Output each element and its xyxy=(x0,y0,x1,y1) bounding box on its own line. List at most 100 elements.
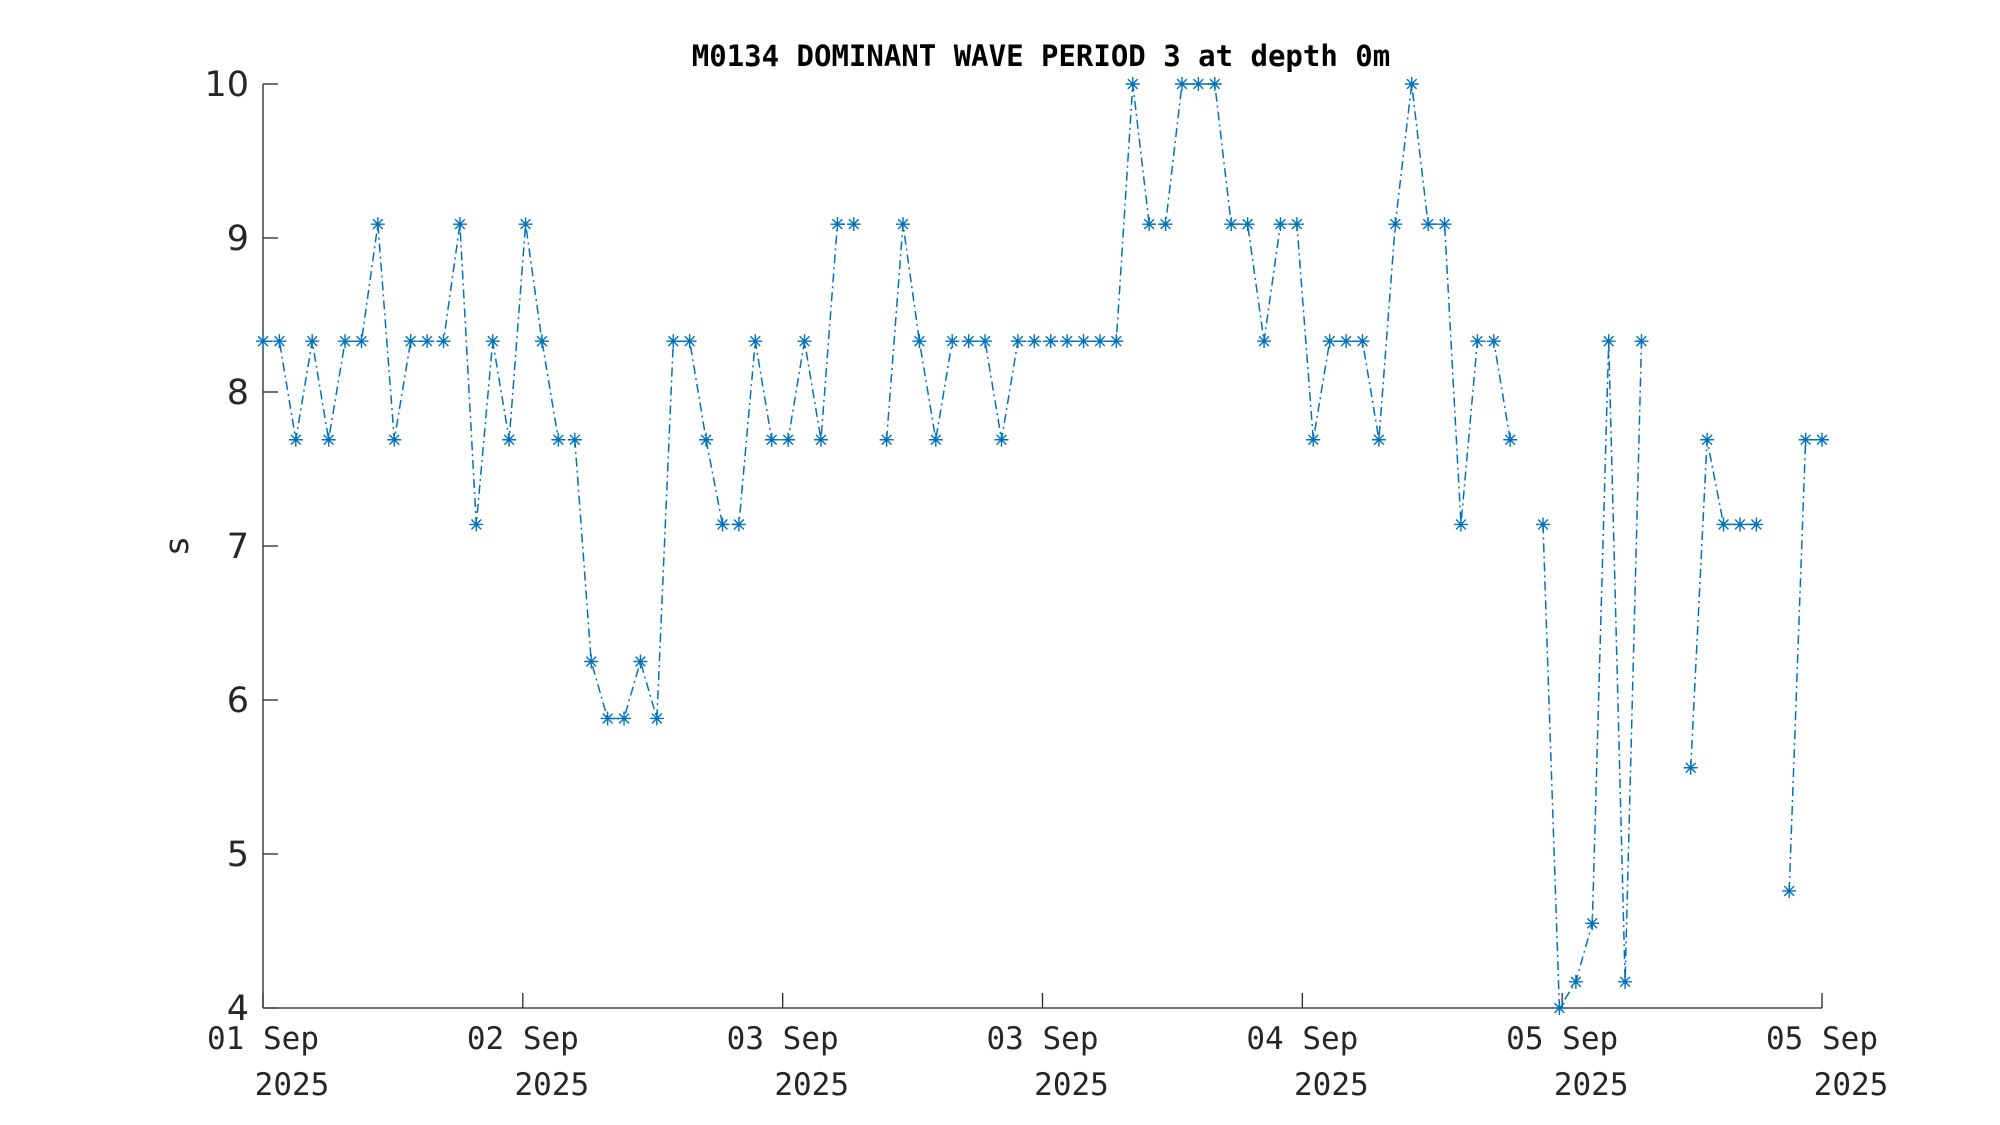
data-point xyxy=(617,711,632,726)
data-point xyxy=(1453,517,1468,532)
data-series xyxy=(256,77,1829,1015)
data-point xyxy=(518,217,533,232)
y-tick-label: 9 xyxy=(227,219,249,259)
data-point xyxy=(666,334,681,349)
x-tick-label-year: 2025 xyxy=(515,1067,590,1103)
data-point xyxy=(256,334,270,349)
data-point xyxy=(551,432,566,447)
data-point xyxy=(1207,77,1222,91)
data-point xyxy=(649,711,664,726)
data-point xyxy=(1618,974,1633,989)
data-point xyxy=(1421,217,1436,232)
y-tick-label: 5 xyxy=(227,835,249,875)
data-point xyxy=(485,334,500,349)
data-point xyxy=(1224,217,1239,232)
data-point xyxy=(1043,334,1058,349)
data-point xyxy=(1749,517,1764,532)
x-tick-label-day: 05 Sep xyxy=(1506,1021,1618,1057)
y-tick-label: 10 xyxy=(204,65,249,105)
data-point xyxy=(1536,517,1551,532)
data-point xyxy=(1273,217,1288,232)
data-point xyxy=(584,654,599,669)
data-point xyxy=(1437,217,1452,232)
data-point xyxy=(1552,1001,1567,1015)
data-point xyxy=(338,334,353,349)
data-point xyxy=(1798,432,1813,447)
data-point xyxy=(1470,334,1485,349)
data-point xyxy=(436,334,451,349)
data-point xyxy=(1076,334,1091,349)
data-point xyxy=(699,432,714,447)
data-point xyxy=(1700,432,1715,447)
data-point xyxy=(272,334,287,349)
data-point xyxy=(387,432,402,447)
data-point xyxy=(1125,77,1140,91)
data-point xyxy=(879,432,894,447)
y-tick-label: 7 xyxy=(227,527,249,567)
data-point xyxy=(1601,334,1616,349)
data-point xyxy=(1404,77,1419,91)
data-point xyxy=(1339,334,1354,349)
data-point xyxy=(469,517,484,532)
data-point xyxy=(1109,334,1124,349)
data-point xyxy=(1716,517,1731,532)
series-line xyxy=(263,83,1822,1011)
data-point xyxy=(1815,432,1829,447)
x-tick-label-year: 2025 xyxy=(255,1067,330,1103)
data-point xyxy=(1322,334,1337,349)
data-point xyxy=(1486,334,1501,349)
data-point xyxy=(1732,517,1747,532)
data-point xyxy=(1142,217,1157,232)
data-point xyxy=(682,334,697,349)
plot-axes xyxy=(262,84,1822,1009)
axis-ticks: 4 5 6 7 8 9 10 01 Sep 2025 02 Sep 2025 03 Sep 2025 03… xyxy=(204,65,1888,1103)
y-axis-label: s xyxy=(157,537,196,554)
data-point xyxy=(1585,916,1600,931)
data-point xyxy=(978,334,993,349)
data-point xyxy=(370,217,385,232)
data-point xyxy=(600,711,615,726)
data-point xyxy=(1306,432,1321,447)
x-tick-label-year: 2025 xyxy=(1034,1067,1109,1103)
data-point xyxy=(912,334,927,349)
data-point xyxy=(354,334,369,349)
data-point xyxy=(1503,432,1518,447)
data-point xyxy=(928,432,943,447)
data-point xyxy=(781,432,796,447)
data-point xyxy=(452,217,467,232)
x-tick-label-day: 03 Sep xyxy=(727,1021,839,1057)
y-tick-label: 6 xyxy=(227,681,249,721)
data-point xyxy=(1634,334,1649,349)
data-point xyxy=(534,334,549,349)
data-point xyxy=(797,334,812,349)
data-point xyxy=(305,334,320,349)
x-tick-label-day: 03 Sep xyxy=(987,1021,1099,1057)
x-tick-label-year: 2025 xyxy=(1294,1067,1369,1103)
data-point xyxy=(961,334,976,349)
data-point xyxy=(288,432,303,447)
data-point xyxy=(1092,334,1107,349)
data-point xyxy=(846,217,861,232)
x-tick-label-year: 2025 xyxy=(1554,1067,1629,1103)
x-tick-label-day: 05 Sep xyxy=(1766,1021,1878,1057)
x-tick-label-day: 04 Sep xyxy=(1246,1021,1358,1057)
data-point xyxy=(1174,77,1189,91)
x-tick-label-day: 01 Sep xyxy=(207,1021,319,1057)
y-tick-label: 8 xyxy=(227,373,249,413)
data-point xyxy=(1240,217,1255,232)
data-point xyxy=(715,517,730,532)
x-tick-label-year: 2025 xyxy=(1814,1067,1889,1103)
data-point xyxy=(1158,217,1173,232)
x-tick-label-day: 02 Sep xyxy=(467,1021,579,1057)
data-point xyxy=(764,432,779,447)
data-point xyxy=(1388,217,1403,232)
chart-title: M0134 DOMINANT WAVE PERIOD 3 at depth 0m xyxy=(692,39,1390,73)
data-point xyxy=(1568,974,1583,989)
data-point xyxy=(1289,217,1304,232)
data-point xyxy=(1683,760,1698,775)
data-point xyxy=(748,334,763,349)
data-point xyxy=(633,654,648,669)
data-point xyxy=(830,217,845,232)
data-point xyxy=(1371,432,1386,447)
